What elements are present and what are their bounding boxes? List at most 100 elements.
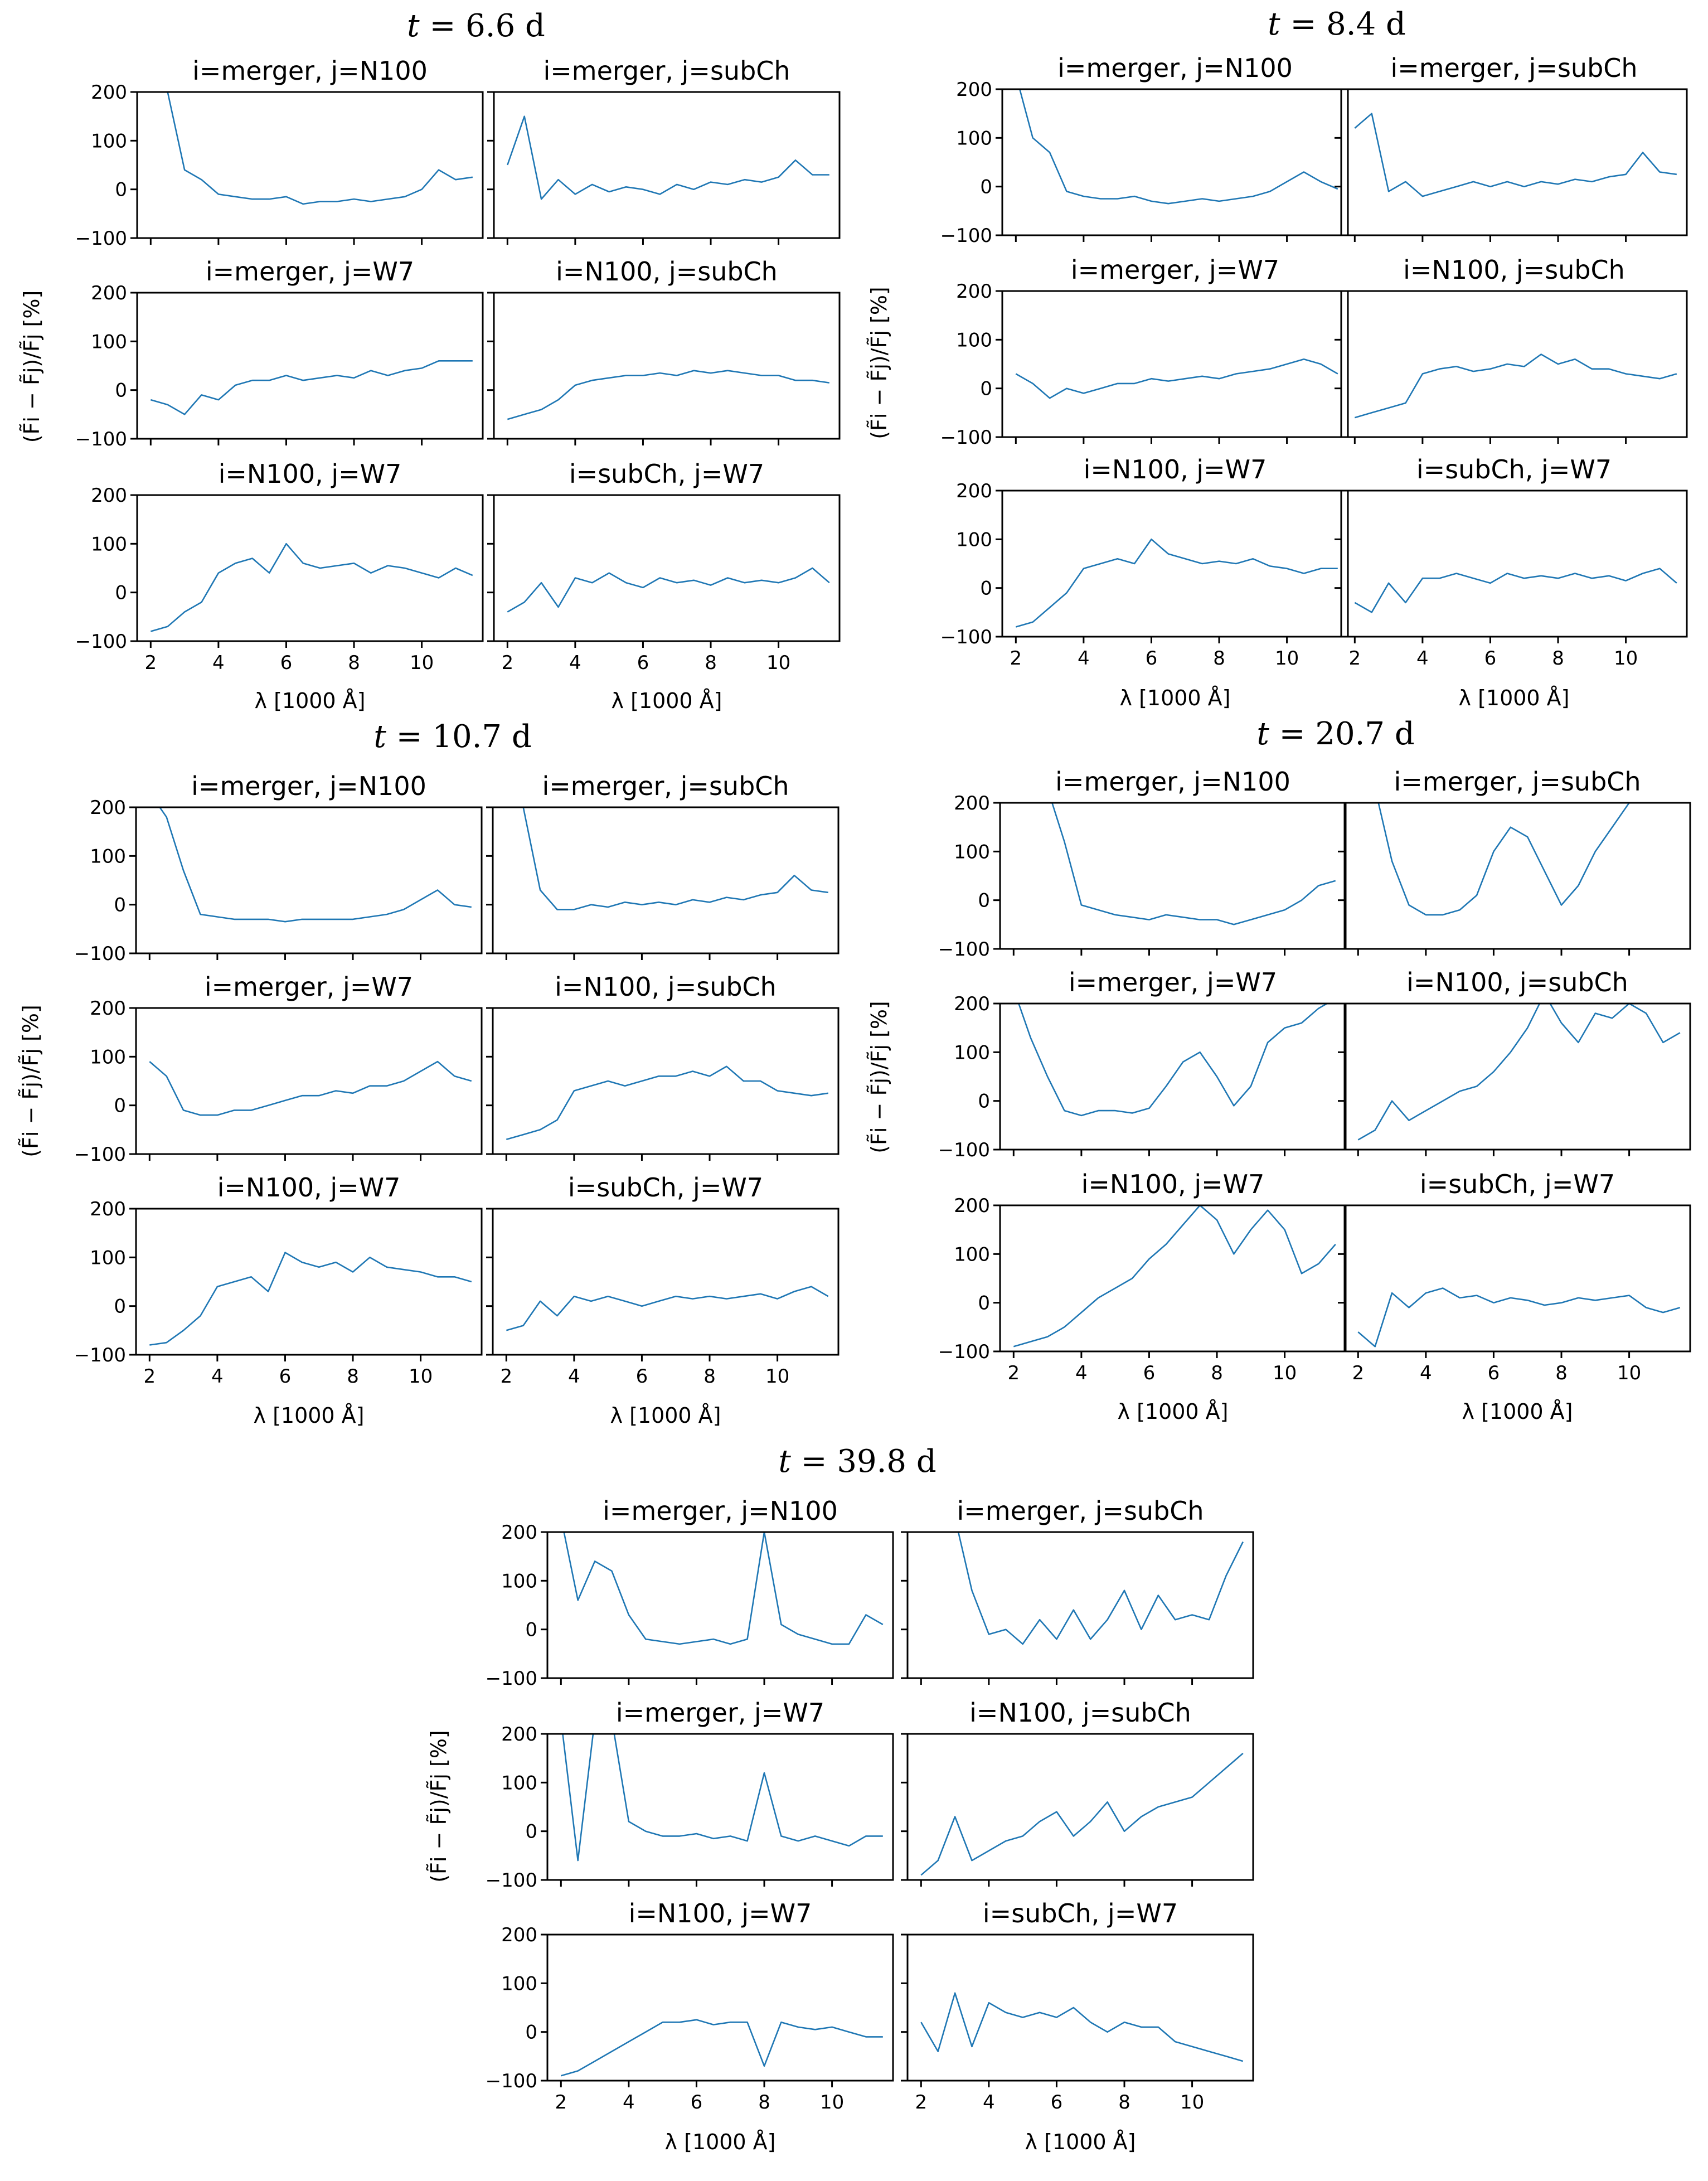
- x-axis-label: λ [1000 Å]: [1459, 686, 1570, 710]
- series-line: [1015, 539, 1338, 628]
- panel-i-n100-j-subch: i=N100, j=subCh: [486, 972, 840, 1161]
- panel-title: i=N100, j=subCh: [1406, 967, 1628, 997]
- plot-frame: [493, 494, 841, 642]
- series-line: [507, 567, 830, 613]
- series-line: [150, 543, 473, 632]
- x-tick-label: 2: [1348, 647, 1361, 670]
- plot-frame: [136, 292, 484, 440]
- chart-blocks: t = 6.6 d (F̃i − F̃j)/F̃j [%] i=merger, j=…: [18, 6, 1691, 2154]
- x-tick-label: 4: [1078, 647, 1090, 670]
- panel-title: i=merger, j=subCh: [543, 56, 790, 86]
- plot-frame: [492, 806, 840, 954]
- x-tick-label: 6: [636, 1365, 648, 1388]
- y-tick-label: −100: [75, 428, 127, 450]
- x-tick-label: 10: [766, 652, 790, 674]
- series-line: [1354, 113, 1677, 197]
- y-tick-label: 200: [501, 1723, 537, 1746]
- panel-i-subch-j-w7: i=subCh, j=W7 2 4 6 8 10 λ [1000 Å]: [486, 1172, 840, 1428]
- series-line: [507, 115, 829, 200]
- y-tick-label: 200: [501, 1924, 537, 1946]
- block-title: t = 10.7 d: [373, 719, 531, 755]
- plot-frame: [1340, 489, 1688, 638]
- series-line: [920, 1992, 1244, 2062]
- x-axis-label: λ [1000 Å]: [1118, 1399, 1229, 1424]
- plot-frame: [906, 1933, 1254, 2082]
- x-tick-label: 8: [348, 652, 360, 674]
- series-line: [1018, 89, 1338, 205]
- plot-frame: [493, 91, 841, 239]
- series-line: [560, 2019, 883, 2077]
- series-line: [1354, 568, 1677, 613]
- y-tick-label: −100: [486, 1668, 537, 1690]
- y-tick-label: 200: [91, 282, 127, 304]
- y-tick-label: 100: [954, 1041, 990, 1064]
- x-tick-label: 4: [1420, 1362, 1432, 1384]
- plot-frame: [135, 1007, 483, 1155]
- x-tick-label: 2: [915, 2091, 927, 2114]
- x-tick-label: 10: [765, 1365, 789, 1388]
- y-tick-label: 0: [980, 578, 992, 600]
- y-tick-label: 200: [90, 797, 126, 819]
- series-line: [1013, 1205, 1336, 1348]
- series-line: [507, 370, 829, 420]
- x-tick-label: 8: [703, 1365, 716, 1388]
- x-tick-label: 8: [1118, 2091, 1130, 2114]
- plot-frame: [492, 1007, 840, 1155]
- panel-i-merger-j-subch: i=merger, j=subCh: [1338, 767, 1691, 956]
- x-axis-label: λ [1000 Å]: [612, 689, 722, 713]
- plot-frame: [1343, 1204, 1691, 1353]
- plot-frame: [1001, 290, 1349, 438]
- x-tick-label: 4: [623, 2091, 635, 2114]
- plot-frame: [546, 1733, 894, 1881]
- y-tick-label: 200: [501, 1521, 537, 1544]
- x-tick-label: 8: [347, 1365, 359, 1388]
- x-tick-label: 10: [410, 652, 434, 674]
- x-tick-label: 6: [1143, 1362, 1156, 1384]
- y-tick-label: 100: [91, 533, 127, 555]
- panel-title: i=merger, j=N100: [603, 1496, 838, 1526]
- x-tick-label: 10: [1275, 647, 1299, 670]
- x-axis-label: λ [1000 Å]: [254, 1403, 365, 1428]
- series-line: [158, 807, 472, 923]
- series-line: [1354, 353, 1677, 419]
- x-tick-label: 10: [409, 1365, 433, 1388]
- panel-i-merger-j-n100: i=merger, j=N100 200 100 0 −100: [75, 56, 484, 250]
- panel-title: i=merger, j=subCh: [1390, 53, 1637, 83]
- plot-frame: [1001, 88, 1349, 236]
- panel-i-merger-j-n100: i=merger, j=N100 200 100 0 −100: [74, 771, 483, 965]
- panel-title: i=merger, j=N100: [1055, 767, 1290, 797]
- block-title: t = 6.6 d: [407, 8, 545, 44]
- panel-i-n100-j-w7: i=N100, j=W7 200 100 0 −100 2 4 6 8 10 λ [1000 Å]: [938, 1169, 1347, 1424]
- y-tick-label: 100: [91, 130, 127, 152]
- chart-block-5: t = 39.8 d (F̃i − F̃j)/F̃j [%] i=merger, j…: [426, 1443, 1254, 2154]
- y-tick-label: 0: [114, 1095, 126, 1117]
- panel-i-n100-j-subch: i=N100, j=subCh: [1335, 255, 1688, 444]
- plot-frame: [135, 806, 483, 954]
- panel-title: i=merger, j=W7: [1071, 255, 1279, 285]
- x-axis-label: λ [1000 Å]: [255, 689, 366, 713]
- panel-i-n100-j-w7: i=N100, j=W7 200 100 0 −100 2 4 6 8 10 λ [1000 Å]: [74, 1172, 483, 1428]
- y-tick-label: −100: [74, 1143, 126, 1166]
- x-tick-label: 8: [1552, 647, 1564, 670]
- plot-frame: [1001, 489, 1349, 638]
- panel-i-merger-j-subch: i=merger, j=subCh: [486, 771, 840, 960]
- plot-frame: [136, 91, 484, 239]
- series-line: [1357, 1287, 1681, 1348]
- x-tick-label: 2: [1010, 647, 1022, 670]
- panel-title: i=merger, j=subCh: [1394, 767, 1641, 797]
- y-tick-label: −100: [74, 943, 126, 965]
- y-tick-label: 0: [978, 1090, 990, 1113]
- y-tick-label: 0: [980, 176, 992, 198]
- x-tick-label: 8: [1211, 1362, 1223, 1384]
- panel-title: i=N100, j=subCh: [1403, 255, 1625, 285]
- y-tick-label: 0: [115, 582, 127, 604]
- plot-frame: [999, 1002, 1347, 1151]
- x-tick-label: 10: [1617, 1362, 1641, 1384]
- series-line: [1357, 1004, 1681, 1141]
- y-tick-label: 0: [114, 1296, 126, 1318]
- series-line: [506, 1286, 829, 1331]
- x-tick-label: 4: [1075, 1362, 1088, 1384]
- y-tick-label: 0: [115, 380, 127, 402]
- panel-title: i=subCh, j=W7: [1416, 454, 1612, 484]
